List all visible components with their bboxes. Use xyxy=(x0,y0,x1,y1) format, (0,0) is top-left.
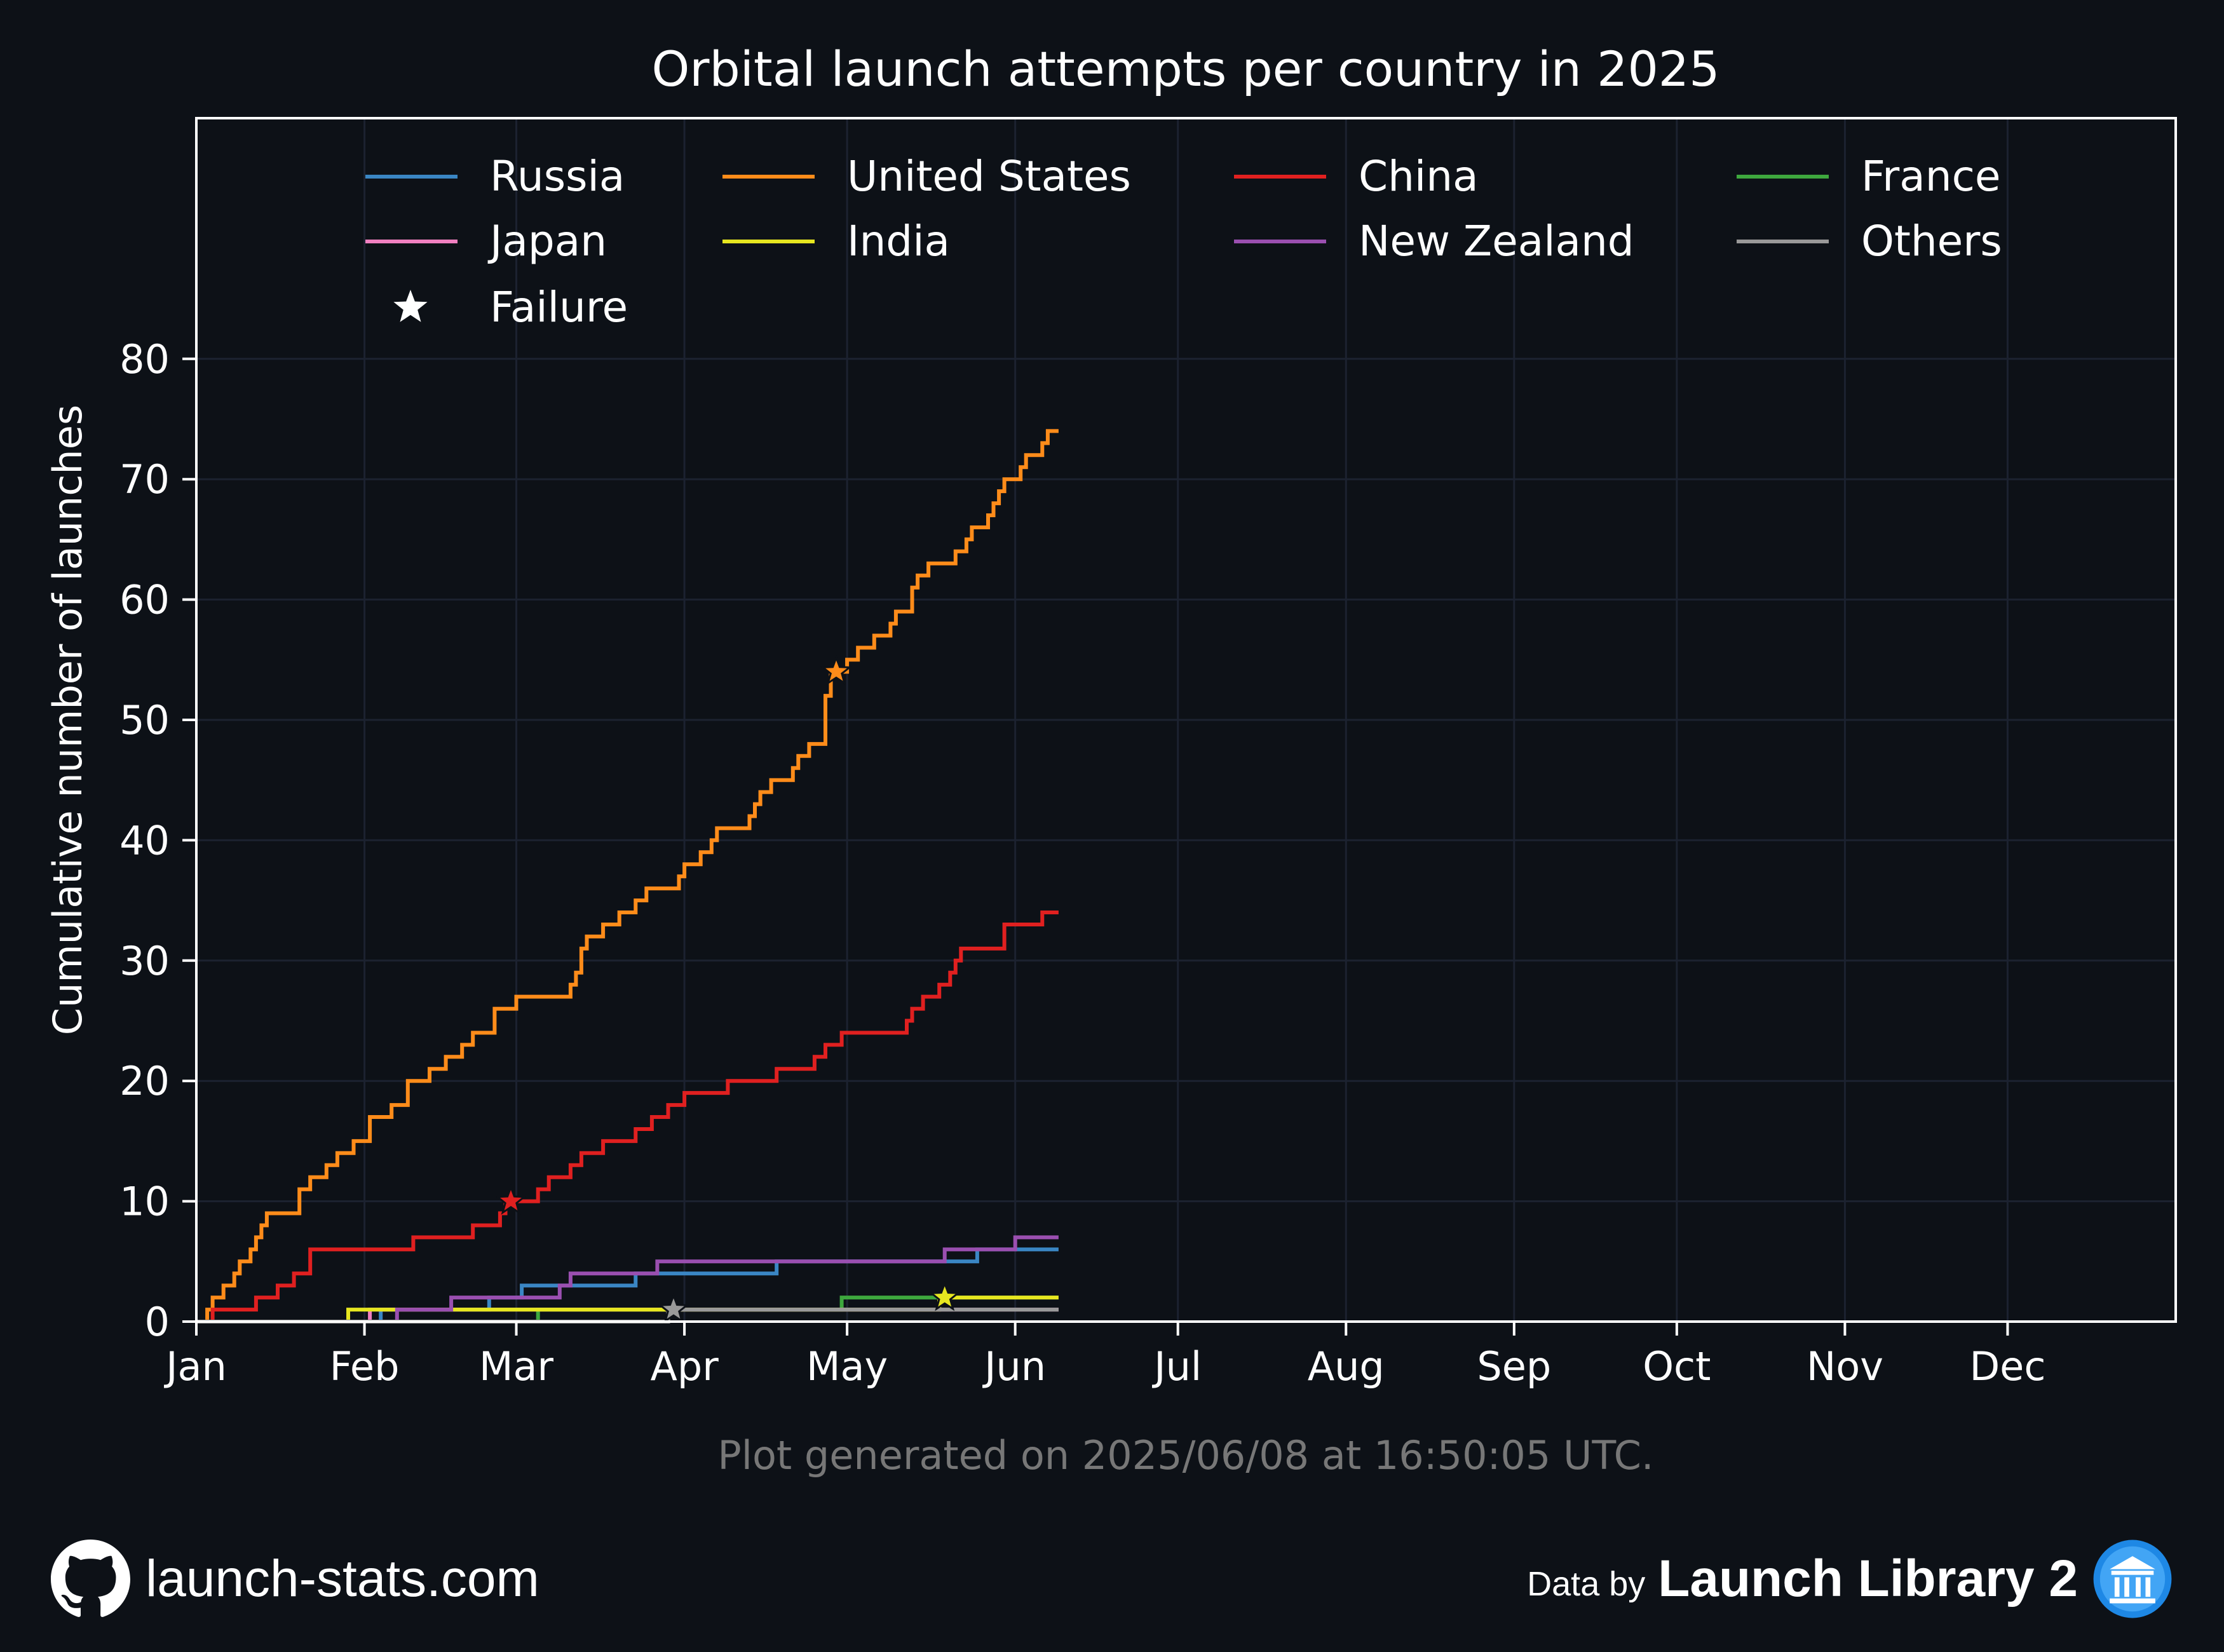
data-by-label: Data by xyxy=(1527,1565,1646,1603)
legend-failure-star-icon xyxy=(393,290,428,322)
axis-ticks: Jan Feb Mar Apr May Jun Jul Aug Sep Oct Nov Dec 0 10 2… xyxy=(119,336,2045,1390)
legend-label: China xyxy=(1359,152,1479,201)
x-tick-label: Jul xyxy=(1151,1343,1202,1390)
legend: Russia United States China France Japan India… xyxy=(365,152,2002,332)
failure-star-icon xyxy=(820,654,853,686)
y-tick-label: 60 xyxy=(119,577,170,623)
y-tick-label: 30 xyxy=(119,938,170,984)
failure-star-icon xyxy=(658,1292,689,1324)
x-tick-label: Jun xyxy=(982,1343,1046,1390)
github-icon xyxy=(51,1539,130,1617)
x-tick-label: May xyxy=(806,1343,888,1390)
legend-label: France xyxy=(1861,152,2000,201)
chart-title: Orbital launch attempts per country in 2… xyxy=(651,41,1719,97)
y-tick-label: 70 xyxy=(119,456,170,503)
series-line-united-states xyxy=(196,429,1059,1324)
failure-star-icon xyxy=(495,1184,527,1215)
x-tick-label: Aug xyxy=(1308,1343,1385,1390)
grid xyxy=(195,118,2176,1323)
y-tick-label: 0 xyxy=(145,1299,170,1345)
legend-label: Others xyxy=(1861,217,2002,266)
x-tick-label: Apr xyxy=(650,1343,719,1390)
legend-label: Japan xyxy=(487,217,607,266)
x-tick-label: Jan xyxy=(163,1343,227,1390)
footer-site[interactable]: launch-stats.com xyxy=(51,1538,539,1620)
legend-label: New Zealand xyxy=(1359,217,1634,266)
generated-note: Plot generated on 2025/06/08 at 16:50:05… xyxy=(717,1432,1653,1479)
failure-markers xyxy=(495,654,961,1324)
x-tick-label: Nov xyxy=(1807,1343,1883,1390)
y-tick-label: 10 xyxy=(119,1179,170,1225)
legend-label: India xyxy=(847,217,950,266)
x-tick-label: Feb xyxy=(330,1343,400,1390)
x-tick-label: Dec xyxy=(1969,1343,2045,1390)
y-tick-label: 50 xyxy=(119,697,170,743)
source-name: Launch Library 2 xyxy=(1658,1550,2078,1608)
site-link[interactable]: launch-stats.com xyxy=(146,1550,539,1608)
y-tick-label: 40 xyxy=(119,817,170,863)
x-tick-label: Sep xyxy=(1477,1343,1551,1390)
launch-library-logo-icon xyxy=(2093,1540,2172,1618)
x-tick-label: Oct xyxy=(1643,1343,1711,1390)
series-line-china xyxy=(196,911,1059,1324)
legend-failure-label: Failure xyxy=(490,283,628,332)
footer-source: Data by Launch Library 2 xyxy=(1527,1538,2173,1620)
y-axis-label: Cumulative number of launches xyxy=(44,405,91,1035)
series-lines xyxy=(196,429,1059,1324)
y-tick-label: 80 xyxy=(119,336,170,383)
failure-star-icon xyxy=(928,1280,961,1311)
series-line-new-zealand xyxy=(196,1235,1059,1324)
legend-label: Russia xyxy=(490,152,625,201)
y-tick-label: 20 xyxy=(119,1058,170,1104)
legend-label: United States xyxy=(847,152,1131,201)
x-tick-label: Mar xyxy=(479,1343,553,1390)
